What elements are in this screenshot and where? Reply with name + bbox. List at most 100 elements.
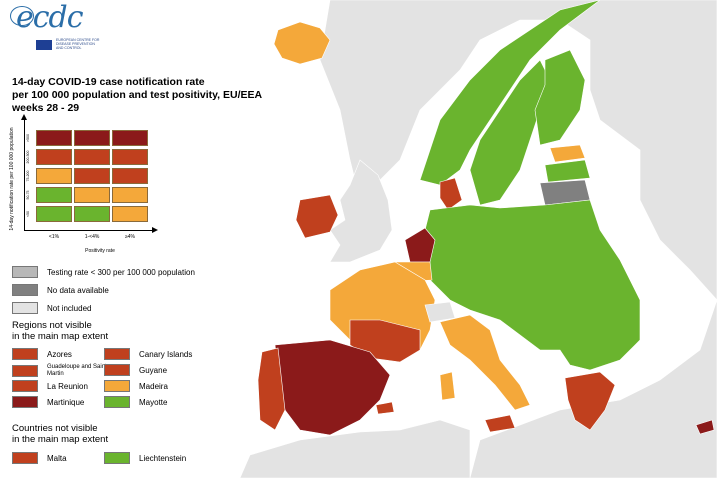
matrix-y-tick: <50 [26, 211, 30, 217]
legend-testing-rate: Testing rate < 300 per 100 000 populatio… [12, 266, 195, 278]
country-label: Liechtenstein [139, 453, 187, 463]
regions-heading: Regions not visible in the main map exte… [12, 320, 108, 342]
matrix-y-tick: >500 [26, 134, 30, 142]
x-axis-arrow [152, 227, 158, 233]
y-axis-arrow [21, 114, 27, 120]
map-ireland [295, 194, 339, 239]
matrix-x-axis-label: Positivity rate [85, 248, 115, 254]
region-legend-item: Guadeloupe and Saint Martin [12, 364, 107, 378]
map-norway [419, 0, 601, 186]
matrix-cell [36, 206, 72, 222]
map-estonia [549, 144, 586, 163]
map-italy [439, 314, 531, 411]
globe-icon [10, 6, 34, 26]
legend-label: No data available [47, 285, 109, 295]
title-line-2: per 100 000 population and test positivi… [12, 89, 263, 101]
region-label: Canary Islands [139, 349, 193, 359]
map-finland [534, 49, 586, 146]
region-label: Martinique [47, 397, 85, 407]
map-title: 14-day COVID-19 case notification rate p… [12, 76, 292, 115]
region-label: Azores [47, 349, 72, 359]
map-netherlands [404, 227, 436, 263]
map-sicily [484, 414, 516, 433]
region-legend-item: Martinique [12, 396, 84, 408]
matrix-cell [112, 149, 148, 165]
matrix-cell [74, 206, 110, 222]
region-swatch [12, 365, 38, 377]
logo-wordmark: ecdc [16, 0, 84, 35]
matrix-y-tick: 75-200 [26, 170, 30, 182]
matrix-x-tick: 1-<4% [84, 234, 100, 240]
country-swatch [12, 452, 38, 464]
map-cyprus [695, 419, 715, 435]
region-swatch [104, 396, 130, 408]
map-latvia [544, 159, 591, 183]
x-axis-line [24, 230, 154, 231]
matrix-cell [112, 168, 148, 184]
map-uk [329, 159, 393, 263]
matrix-cell [112, 130, 148, 146]
region-label: Guadeloupe and Saint Martin [47, 364, 107, 377]
map-north-africa [239, 419, 471, 478]
region-swatch [104, 364, 130, 376]
region-swatch [12, 348, 38, 360]
legend-swatch [12, 284, 38, 296]
region-label: Mayotte [139, 397, 168, 407]
legend-label: Testing rate < 300 per 100 000 populatio… [47, 267, 195, 277]
map-iceland [273, 21, 331, 65]
matrix-cell [36, 187, 72, 203]
matrix-x-tick: <1% [48, 234, 60, 240]
y-axis-line [24, 118, 25, 230]
map-portugal [257, 347, 286, 431]
matrix-cell [74, 168, 110, 184]
matrix-cell [36, 149, 72, 165]
countries-heading-line-1: Countries not visible [12, 423, 98, 434]
matrix-y-axis-label-text: 14-day notification rate per 100 000 pop… [9, 127, 15, 231]
country-swatch [104, 452, 130, 464]
legend-not-included: Not included [12, 302, 91, 314]
legend-swatch [12, 266, 38, 278]
title-line-3: weeks 28 - 29 [12, 102, 80, 114]
country-label: Malta [47, 453, 67, 463]
map-denmark [439, 177, 463, 211]
matrix-cell [74, 187, 110, 203]
region-legend-item: La Reunion [12, 380, 88, 392]
region-legend-item: Canary Islands [104, 348, 192, 360]
legend-no-data: No data available [12, 284, 109, 296]
matrix-y-tick: 50-75 [26, 190, 30, 200]
matrix-cell [36, 130, 72, 146]
region-legend-item: Madeira [104, 380, 168, 392]
map-sardinia [439, 371, 456, 401]
matrix-cell [112, 206, 148, 222]
title-line-1: 14-day COVID-19 case notification rate [12, 76, 205, 88]
map-central-europe [419, 199, 641, 371]
region-legend-item: Mayotte [104, 396, 167, 408]
legend-swatch [12, 302, 38, 314]
region-legend-item: Azores [12, 348, 72, 360]
matrix-x-tick: ≥4% [125, 234, 135, 240]
matrix-cell [112, 187, 148, 203]
ecdc-logo: ecdc EUROPEAN CENTRE FOR DISEASE PREVENT… [8, 0, 100, 52]
legend-label: Not included [47, 303, 92, 313]
map-switzerland [424, 301, 456, 323]
region-swatch [12, 396, 38, 408]
eu-flag-icon [36, 40, 52, 50]
logo-subtitle: EUROPEAN CENTRE FOR DISEASE PREVENTION A… [56, 38, 100, 50]
map-greece [564, 371, 616, 431]
region-swatch [12, 380, 38, 392]
map-balearic [375, 401, 395, 415]
matrix-cell [74, 149, 110, 165]
region-label: Guyane [139, 365, 168, 375]
region-swatch [104, 348, 130, 360]
regions-heading-line-2: in the main map extent [12, 331, 109, 342]
matrix-cell [36, 168, 72, 184]
matrix-y-axis-label: 14-day notification rate per 100 000 pop… [4, 124, 20, 242]
matrix-cell [74, 130, 110, 146]
country-legend-item: Liechtenstein [104, 452, 186, 464]
region-legend-item: Guyane [104, 364, 167, 376]
countries-heading: Countries not visible in the main map ex… [12, 423, 108, 445]
matrix-y-tick: 200-500 [26, 150, 30, 164]
region-label: La Reunion [47, 381, 88, 391]
regions-heading-line-1: Regions not visible [12, 320, 92, 331]
